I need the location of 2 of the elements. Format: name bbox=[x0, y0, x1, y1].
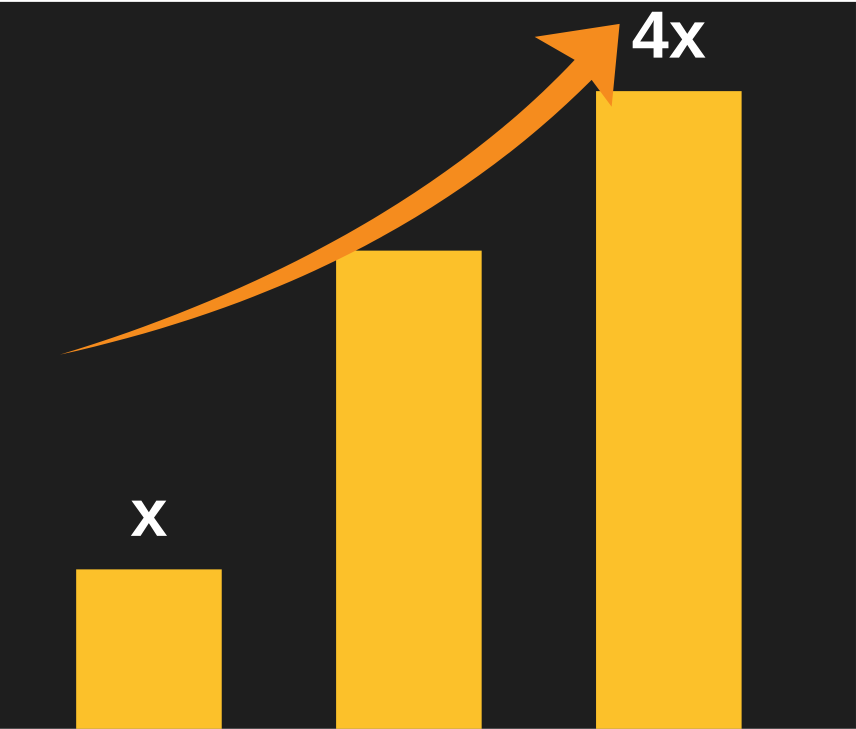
data-label: x bbox=[130, 500, 168, 536]
data-label: 4x bbox=[632, 12, 706, 58]
